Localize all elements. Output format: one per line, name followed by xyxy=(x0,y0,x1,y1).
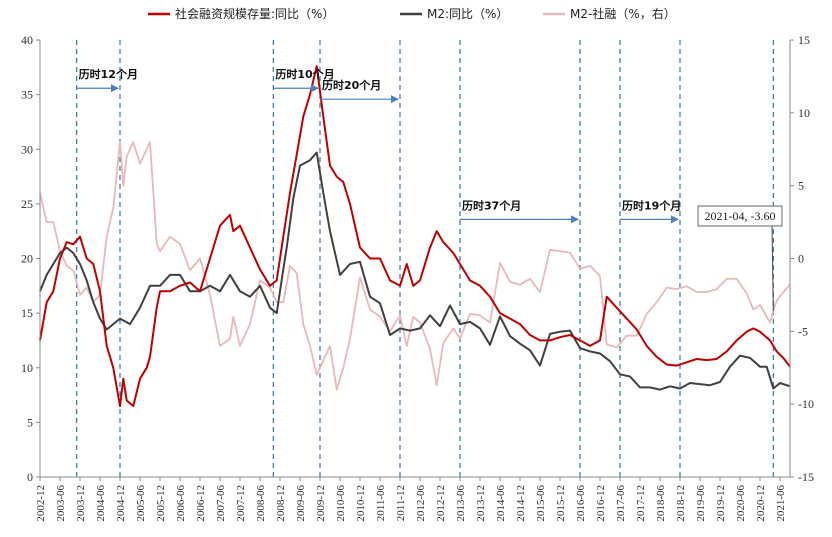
annotation-label-1: 历时10个月 xyxy=(275,67,334,81)
x-tick-label-33: 2019-06 xyxy=(695,485,707,522)
x-tick-label-4: 2004-12 xyxy=(115,485,127,522)
x-tick-label-31: 2018-06 xyxy=(655,485,667,522)
x-tick-label-24: 2014-12 xyxy=(515,485,527,522)
x-tick-label-19: 2012-06 xyxy=(415,485,427,522)
x-tick-label-26: 2015-12 xyxy=(555,485,567,522)
series-line-2 xyxy=(39,141,791,391)
legend-label-m2-minus-sf: M2-社融（%，右） xyxy=(570,6,676,21)
x-tick-label-20: 2012-12 xyxy=(435,485,447,522)
legend-label-social-financing: 社会融资规模存量:同比（%） xyxy=(175,6,334,21)
y-left-tick-label-5: 25 xyxy=(21,197,33,211)
x-tick-label-8: 2006-12 xyxy=(195,485,207,522)
callout-label: 2021-04, -3.60 xyxy=(705,209,776,223)
x-tick-label-17: 2011-06 xyxy=(375,485,387,522)
x-tick-label-9: 2007-06 xyxy=(215,485,227,522)
x-tick-label-18: 2011-12 xyxy=(395,485,407,521)
y-left-tick-label-1: 5 xyxy=(27,415,33,429)
x-tick-label-23: 2014-06 xyxy=(495,485,507,522)
annotation-label-0: 历时12个月 xyxy=(79,67,138,81)
x-tick-label-11: 2008-06 xyxy=(255,485,267,522)
y-left-tick-label-6: 30 xyxy=(21,142,33,156)
series-line-1 xyxy=(39,151,791,391)
x-tick-label-32: 2018-12 xyxy=(675,485,687,522)
y-right-tick-label-0: -15 xyxy=(798,470,814,484)
x-tick-label-35: 2020-06 xyxy=(735,485,747,522)
x-tick-label-34: 2019-12 xyxy=(715,485,727,522)
x-tick-label-22: 2013-12 xyxy=(475,485,487,522)
legend: 社会融资规模存量:同比（%） M2:同比（%） M2-社融（%，右） xyxy=(148,6,676,21)
y-left-tick-label-3: 15 xyxy=(21,306,33,320)
x-tick-label-37: 2021-06 xyxy=(775,485,787,522)
x-tick-label-2: 2003-12 xyxy=(75,485,87,522)
x-tick-label-28: 2016-12 xyxy=(595,485,607,522)
x-tick-label-1: 2003-06 xyxy=(55,485,67,522)
x-tick-label-12: 2008-12 xyxy=(275,485,287,522)
y-left-tick-label-8: 40 xyxy=(21,33,33,47)
y-right-tick-label-2: -5 xyxy=(798,324,808,338)
x-tick-label-14: 2009-12 xyxy=(315,485,327,522)
axes-layer: 0 5 10 15 20 25 30 35 40 -15 -10 -5 0 5 10 15 2002-12 200… xyxy=(21,33,814,522)
x-tick-label-25: 2015-06 xyxy=(535,485,547,522)
y-right-tick-label-5: 10 xyxy=(798,106,810,120)
y-left-tick-label-7: 35 xyxy=(21,88,33,102)
x-tick-label-5: 2005-06 xyxy=(135,485,147,522)
series-layer xyxy=(39,65,791,407)
x-tick-label-3: 2004-06 xyxy=(95,485,107,522)
y-left-tick-label-4: 20 xyxy=(21,252,33,266)
vlines-layer xyxy=(76,40,774,477)
y-left-tick-label-0: 0 xyxy=(27,470,33,484)
y-right-tick-label-4: 5 xyxy=(798,179,804,193)
x-tick-label-21: 2013-06 xyxy=(455,485,467,522)
x-tick-label-30: 2017-12 xyxy=(635,485,647,522)
annotation-label-2: 历时20个月 xyxy=(322,78,381,92)
y-right-tick-label-1: -10 xyxy=(798,397,814,411)
x-tick-label-7: 2006-06 xyxy=(175,485,187,522)
annotation-label-4: 历时19个月 xyxy=(622,198,681,212)
legend-label-m2: M2:同比（%） xyxy=(427,7,508,21)
x-tick-label-16: 2010-12 xyxy=(355,485,367,522)
x-tick-label-27: 2016-06 xyxy=(575,485,587,522)
callout-box xyxy=(697,205,783,227)
x-tick-label-15: 2010-06 xyxy=(335,485,347,522)
x-tick-label-6: 2005-12 xyxy=(155,485,167,522)
x-tick-label-29: 2017-06 xyxy=(615,485,627,522)
y-left-tick-label-2: 10 xyxy=(21,361,33,375)
x-tick-label-36: 2020-12 xyxy=(755,485,767,522)
y-right-tick-label-3: 0 xyxy=(798,252,804,266)
callout-leader xyxy=(771,225,774,311)
annotation-label-3: 历时37个月 xyxy=(462,198,521,212)
x-tick-label-10: 2007-12 xyxy=(235,485,247,522)
x-tick-label-0: 2002-12 xyxy=(35,485,47,522)
x-tick-label-13: 2009-06 xyxy=(295,485,307,522)
series-line-0 xyxy=(39,65,791,407)
y-right-tick-label-6: 15 xyxy=(798,33,810,47)
